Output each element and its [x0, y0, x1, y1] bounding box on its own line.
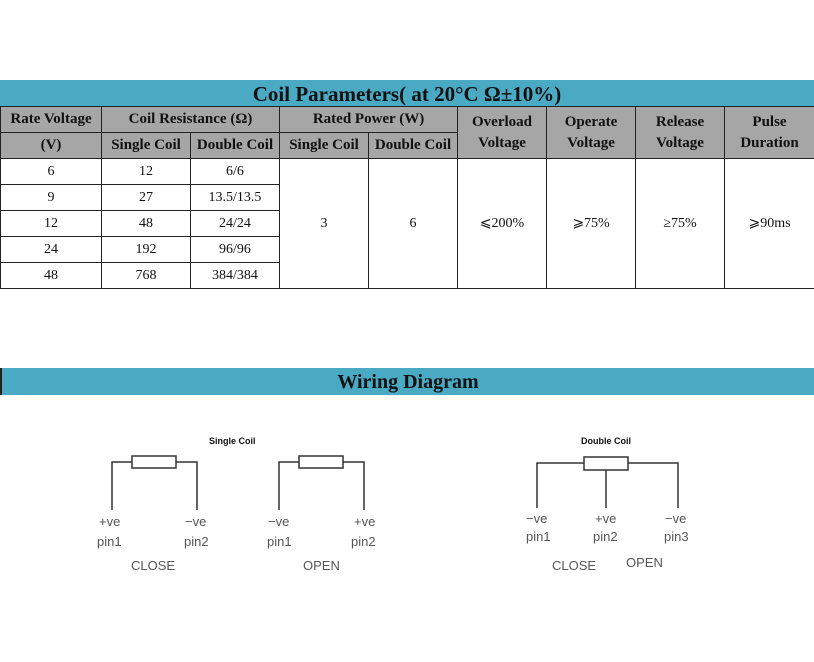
pin-label: pin2	[351, 534, 376, 549]
pin-label: pin2	[593, 529, 618, 544]
cell-voltage: 24	[0, 236, 102, 263]
coil-parameters-table: Rate Voltage Coil Resistance (Ω) Rated P…	[0, 106, 814, 289]
header-pow-double: Double Coil	[367, 132, 459, 159]
header-pulse-duration: Pulse Duration	[724, 106, 814, 159]
cell-double: 13.5/13.5	[190, 184, 280, 211]
polarity-label: −ve	[526, 511, 547, 526]
header-overload-voltage: Overload Voltage	[457, 106, 548, 159]
cell-voltage: 6	[0, 158, 102, 185]
cell-pulse: ⩾90ms	[724, 158, 814, 289]
double-coil-circuit	[536, 456, 679, 508]
cell-double: 96/96	[190, 236, 280, 263]
pin-label: pin3	[664, 529, 689, 544]
header-res-double: Double Coil	[190, 132, 280, 159]
header-rated-power: Rated Power (W)	[278, 106, 459, 133]
cell-double: 24/24	[190, 210, 280, 237]
open-label: OPEN	[303, 558, 340, 573]
polarity-label: −ve	[665, 511, 686, 526]
polarity-label: +ve	[354, 514, 375, 529]
header-pow-single: Single Coil	[279, 132, 369, 159]
coil-parameters-title: Coil Parameters( at 20°C Ω±10%)	[0, 80, 814, 106]
single-coil-label: Single Coil	[209, 436, 256, 446]
pin-label: pin1	[97, 534, 122, 549]
header-res-single: Single Coil	[101, 132, 191, 159]
cell-power-single: 3	[279, 158, 369, 289]
polarity-label: −ve	[268, 514, 289, 529]
polarity-label: −ve	[185, 514, 206, 529]
cell-double: 384/384	[190, 262, 280, 289]
polarity-label: +ve	[595, 511, 616, 526]
cell-double: 6/6	[190, 158, 280, 185]
wiring-diagram-title: Wiring Diagram	[0, 368, 814, 395]
cell-single: 12	[101, 158, 191, 185]
double-coil-label: Double Coil	[581, 436, 631, 446]
cell-single: 768	[101, 262, 191, 289]
cell-release: ≥75%	[635, 158, 726, 289]
pin-label: pin1	[526, 529, 551, 544]
wiring-diagram: Single Coil +ve pin1 −ve pin2 CLOSE −ve …	[97, 436, 689, 573]
header-coil-resistance: Coil Resistance (Ω)	[101, 106, 280, 133]
cell-voltage: 48	[0, 262, 102, 289]
table-row: 24 192 96/96	[0, 236, 814, 263]
table-row: 9 27 13.5/13.5	[0, 184, 814, 211]
close-label: CLOSE	[131, 558, 175, 573]
cell-single: 48	[101, 210, 191, 237]
cell-single: 27	[101, 184, 191, 211]
cell-overload: ⩽200%	[457, 158, 548, 289]
table-row: 6 12 6/6 3 6 ⩽200% ⩾75% ≥75% ⩾90ms	[0, 158, 814, 289]
header-release-voltage: Release Voltage	[635, 106, 726, 159]
cell-power-double: 6	[367, 158, 459, 289]
cell-voltage: 9	[0, 184, 102, 211]
table-row: 48 768 384/384	[0, 262, 814, 289]
cell-voltage: 12	[0, 210, 102, 237]
header-operate-voltage: Operate Voltage	[546, 106, 637, 159]
open-label: OPEN	[626, 555, 663, 570]
cell-single: 192	[101, 236, 191, 263]
polarity-label: +ve	[99, 514, 120, 529]
single-coil-close-circuit	[111, 455, 198, 510]
pin-label: pin1	[267, 534, 292, 549]
header-unit-v: (V)	[0, 132, 102, 159]
pin-label: pin2	[184, 534, 209, 549]
single-coil-open-circuit	[278, 455, 365, 510]
header-rate-voltage: Rate Voltage	[0, 106, 102, 133]
cell-operate: ⩾75%	[546, 158, 637, 289]
close-label: CLOSE	[552, 558, 596, 573]
